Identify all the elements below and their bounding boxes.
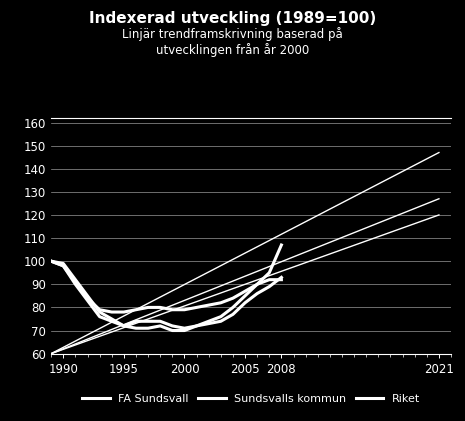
Text: Linjär trendframskrivning baserad på
utvecklingen från år 2000: Linjär trendframskrivning baserad på utv… [122, 27, 343, 58]
Text: Indexerad utveckling (1989=100): Indexerad utveckling (1989=100) [89, 11, 376, 26]
Legend: FA Sundsvall, Sundsvalls kommun, Riket: FA Sundsvall, Sundsvalls kommun, Riket [77, 390, 425, 409]
